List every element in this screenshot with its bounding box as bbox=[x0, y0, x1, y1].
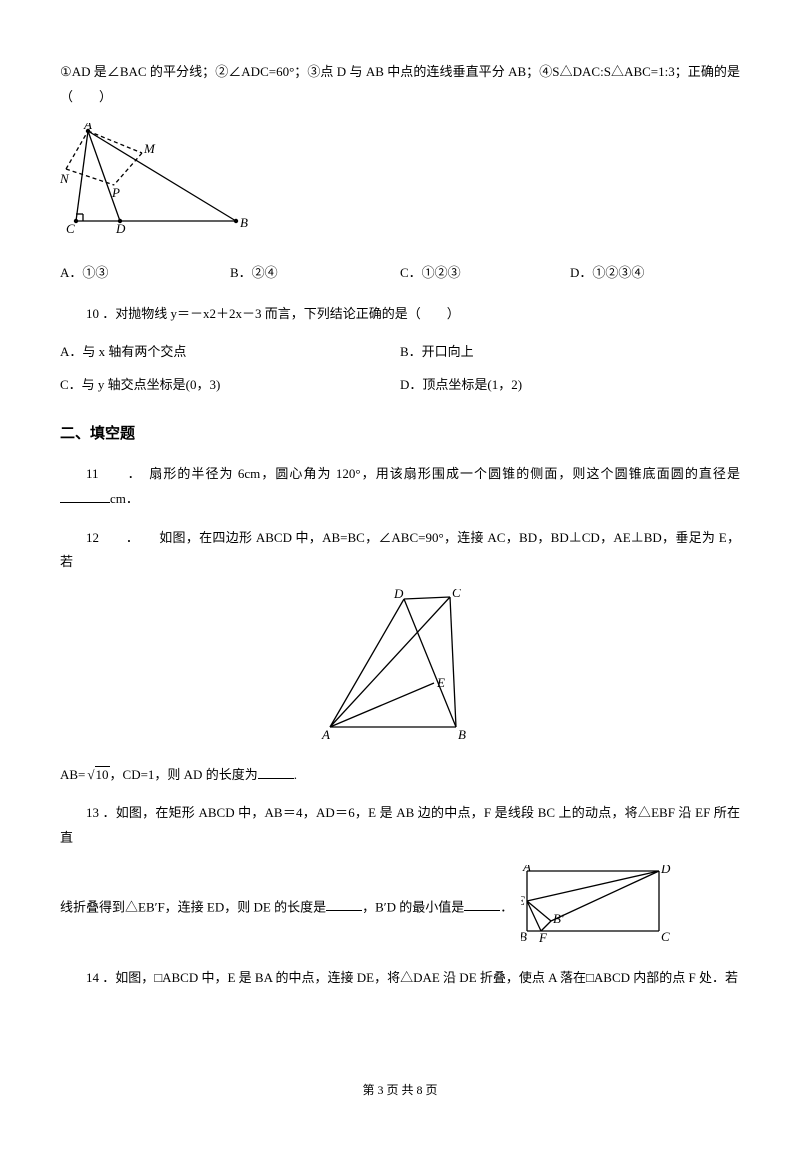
q10-opt-d[interactable]: D．顶点坐标是(1，2) bbox=[400, 373, 740, 398]
q12-line1: 12 ． 如图，在四边形 ABCD 中，AB=BC，∠ABC=90°，连接 AC… bbox=[60, 526, 740, 575]
svg-text:B: B bbox=[458, 727, 466, 742]
svg-text:E: E bbox=[521, 893, 525, 908]
q13-figure: A D B C E F B' bbox=[521, 865, 671, 952]
q12-cd: ，CD=1，则 AD 的长度为 bbox=[110, 767, 258, 782]
q13-blank1[interactable] bbox=[326, 897, 362, 911]
q9-statement: ①AD 是∠BAC 的平分线；②∠ADC=60°；③点 D 与 AB 中点的连线… bbox=[60, 60, 740, 109]
sqrt-symbol: √10 bbox=[85, 763, 109, 788]
q10-opt-c[interactable]: C．与 y 轴交点坐标是(0，3) bbox=[60, 373, 400, 398]
q10-opt-a[interactable]: A．与 x 轴有两个交点 bbox=[60, 340, 400, 365]
q10-statement: 10 ．对抛物线 y＝－x2＋2x－3 而言，下列结论正确的是（ ） bbox=[60, 302, 740, 327]
q12-figure: A B C D E bbox=[60, 589, 740, 753]
q14-line1: 14 ．如图，□ABCD 中，E 是 BA 的中点，连接 DE，将△DAE 沿 … bbox=[60, 966, 740, 991]
q9-opt-c[interactable]: C．①②③ bbox=[400, 261, 570, 286]
q13-period: ． bbox=[500, 899, 513, 914]
q9-opt-a[interactable]: A．①③ bbox=[60, 261, 230, 286]
svg-text:A: A bbox=[83, 123, 92, 132]
q11-blank[interactable] bbox=[60, 489, 110, 503]
svg-text:D: D bbox=[115, 221, 126, 236]
page-footer: 第 3 页 共 8 页 bbox=[60, 1079, 740, 1102]
svg-text:C: C bbox=[66, 221, 75, 236]
q13-blank2[interactable] bbox=[464, 897, 500, 911]
svg-text:A: A bbox=[321, 727, 330, 742]
q12-ab-pre: AB= bbox=[60, 767, 85, 782]
svg-text:A: A bbox=[522, 865, 531, 874]
q12-blank[interactable] bbox=[258, 765, 294, 779]
q10-opt-b[interactable]: B．开口向上 bbox=[400, 340, 740, 365]
q11-unit: cm． bbox=[110, 491, 139, 506]
q12-period: . bbox=[294, 767, 297, 782]
q9-opt-d[interactable]: D．①②③④ bbox=[570, 261, 740, 286]
q13-mid: ，B′D 的最小值是 bbox=[362, 899, 464, 914]
q13-pre: 线折叠得到△EB′F，连接 ED，则 DE 的长度是 bbox=[60, 899, 326, 914]
svg-text:C: C bbox=[452, 589, 461, 600]
svg-text:F: F bbox=[538, 930, 548, 943]
footer-pre: 第 bbox=[362, 1083, 377, 1097]
q11-text: 11 ． 扇形的半径为 6cm，圆心角为 120°，用该扇形围成一个圆锥的侧面，… bbox=[86, 466, 740, 481]
footer-mid: 页 共 bbox=[383, 1083, 416, 1097]
section-2-title: 二、填空题 bbox=[60, 420, 740, 449]
q9-figure: A M N P C D B bbox=[60, 123, 740, 247]
footer-suf: 页 bbox=[423, 1083, 438, 1097]
q13-line2: 线折叠得到△EB′F，连接 ED，则 DE 的长度是 ，B′D 的最小值是 ． A D… bbox=[60, 865, 740, 952]
sqrt-value: 10 bbox=[95, 766, 110, 782]
svg-text:P: P bbox=[111, 185, 120, 200]
svg-text:B: B bbox=[240, 215, 248, 230]
svg-text:D: D bbox=[393, 589, 404, 601]
svg-text:C: C bbox=[661, 929, 670, 943]
q9-options: A．①③ B．②④ C．①②③ D．①②③④ bbox=[60, 261, 740, 286]
svg-text:D: D bbox=[660, 865, 671, 876]
q10-options: A．与 x 轴有两个交点 B．开口向上 C．与 y 轴交点坐标是(0，3) D．… bbox=[60, 340, 740, 405]
q12-line2: AB=√10，CD=1，则 AD 的长度为. bbox=[60, 763, 740, 788]
svg-text:N: N bbox=[60, 171, 70, 186]
svg-text:B': B' bbox=[553, 911, 564, 926]
svg-text:E: E bbox=[436, 675, 445, 690]
q9-opt-b[interactable]: B．②④ bbox=[230, 261, 400, 286]
svg-text:M: M bbox=[143, 141, 156, 156]
q11: 11 ． 扇形的半径为 6cm，圆心角为 120°，用该扇形围成一个圆锥的侧面，… bbox=[60, 462, 740, 511]
q13-line1: 13 ．如图，在矩形 ABCD 中，AB＝4，AD＝6，E 是 AB 边的中点，… bbox=[60, 801, 740, 850]
svg-text:B: B bbox=[521, 929, 527, 943]
